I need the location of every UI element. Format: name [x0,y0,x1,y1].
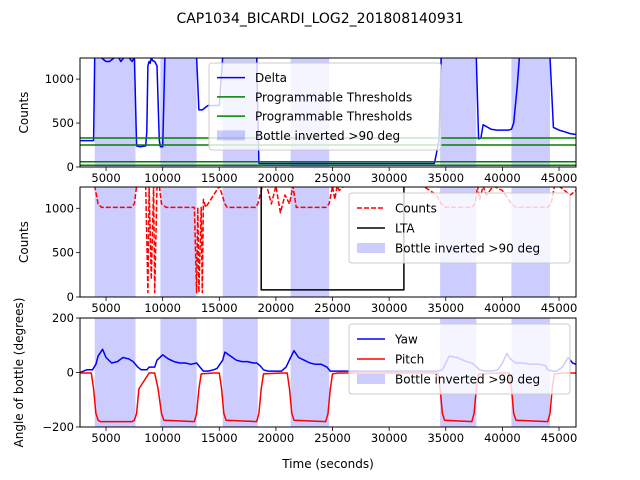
series-line [260,187,405,291]
y-tick-label: 0 [67,290,74,304]
x-tick-label: 40000 [484,431,521,445]
legend-handle-patch [357,243,385,253]
inverted-span [94,58,136,167]
inverted-span [440,58,477,167]
legend: Counts LTA Bottle inverted >90 deg [348,192,571,264]
legend-label: Programmable Thresholds [255,110,412,124]
legend-label: Bottle inverted >90 deg [395,242,540,256]
panel-counts: 5000 10000 15000 20000 25000 30000 35000 40000 4… [17,186,577,315]
inverted-span [222,318,258,427]
legend-label: Pitch [395,353,424,367]
x-tick-label: 35000 [427,301,464,315]
axes-frame [79,186,577,298]
x-tick-label: 30000 [371,431,408,445]
x-tick-label: 45000 [541,431,578,445]
x-tick-label: 10000 [144,301,181,315]
y-tick-label: 500 [52,116,74,130]
x-tick-label: 15000 [201,431,238,445]
inverted-span [160,58,197,167]
x-tick-label: 45000 [541,301,578,315]
x-tick-label: 15000 [201,171,238,185]
inverted-span [94,318,136,427]
x-tick-label: 10000 [144,431,181,445]
x-axis-label: Time (seconds) [281,457,374,471]
legend-box [348,192,571,264]
legend-label: Bottle inverted >90 deg [395,373,540,387]
legend: Delta Programmable Thresholds Programmable… [208,62,442,151]
x-tick-label: 30000 [371,171,408,185]
series-line [80,58,576,165]
inverted-span [94,187,136,297]
x-tick-label: 5000 [91,301,120,315]
panel-angle: 5000 10000 15000 20000 25000 30000 35000 40000 4… [12,298,577,471]
inverted-span [160,187,197,297]
legend-handle-patch [357,374,385,384]
panel-delta: 5000 10000 15000 20000 25000 30000 35000 40000 4… [17,57,577,185]
x-tick-label: 20000 [258,431,295,445]
y-axis-label: Angle of bottle (degrees) [12,298,26,448]
legend-label: LTA [395,222,415,236]
legend-label: Bottle inverted >90 deg [255,129,400,143]
x-tick-label: 30000 [371,301,408,315]
legend-handle-patch [217,130,245,141]
x-tick-label: 15000 [201,301,238,315]
legend-label: Delta [255,71,287,85]
y-tick-label: 200 [52,311,74,325]
legend-label: Yaw [394,333,418,347]
x-tick-label: 5000 [91,171,120,185]
x-tick-label: 20000 [258,301,295,315]
inverted-span [160,318,197,427]
y-tick-label: −200 [42,420,74,434]
x-tick-label: 35000 [427,431,464,445]
legend-box [348,323,571,395]
x-tick-label: 35000 [427,171,464,185]
inverted-span [511,58,550,167]
figure-title: CAP1034_BICARDI_LOG2_201808140931 [176,11,463,27]
y-tick-label: 0 [67,366,74,380]
legend-label: Counts [395,202,437,216]
legend-label: Programmable Thresholds [255,90,412,104]
inverted-span [222,187,258,297]
x-tick-label: 10000 [144,171,181,185]
x-tick-label: 40000 [484,301,521,315]
x-tick-label: 45000 [541,171,578,185]
y-axis-label: Counts [17,221,31,263]
legend-box [208,62,442,151]
x-tick-label: 25000 [314,431,351,445]
x-tick-label: 20000 [258,171,295,185]
x-tick-label: 40000 [484,171,521,185]
y-tick-label: 1000 [45,201,74,215]
y-tick-label: 500 [52,246,74,260]
y-axis-label: Counts [17,92,31,134]
y-tick-label: 0 [67,160,74,174]
inverted-span [290,187,330,297]
inverted-span [290,318,330,427]
axes-frame [79,57,577,168]
legend: Yaw Pitch Bottle inverted >90 deg [348,323,571,395]
x-tick-label: 25000 [314,301,351,315]
x-tick-label: 25000 [314,171,351,185]
x-tick-label: 5000 [91,431,120,445]
y-tick-label: 1000 [45,72,74,86]
